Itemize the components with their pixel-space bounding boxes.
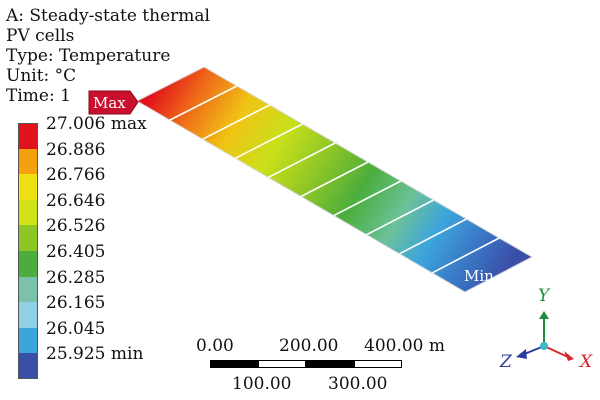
scale-bottom-label-1: 300.00 <box>328 374 388 394</box>
cell-divider <box>169 85 238 121</box>
x-axis-label: X <box>578 352 593 372</box>
legend-label: 26.646 <box>46 190 106 211</box>
scale-top-label-0: 0.00 <box>196 336 234 356</box>
triad-origin <box>540 342 548 350</box>
scale-segment-3 <box>306 360 354 368</box>
z-axis-arrow <box>516 349 527 359</box>
legend-label: 26.766 <box>46 165 106 186</box>
analysis-title: A: Steady-state thermal <box>6 6 210 26</box>
legend-entry: 27.006 max <box>18 114 218 149</box>
legend-entry: 26.165 <box>18 293 218 328</box>
legend-swatch <box>18 302 38 328</box>
scale-top-label-2: 400.00 m <box>364 336 446 356</box>
legend-entry: 26.766 <box>18 165 218 200</box>
legend-entry: 26.405 <box>18 242 218 277</box>
result-unit: Unit: °C <box>6 66 77 86</box>
legend-swatch <box>18 353 38 379</box>
cell-divider <box>300 161 369 198</box>
y-axis-label: Y <box>538 286 551 306</box>
legend-label: 27.006 max <box>46 114 147 134</box>
legend-swatch <box>18 123 38 149</box>
cell-divider <box>399 218 467 255</box>
legend-swatch <box>18 251 38 277</box>
scale-segment-1 <box>210 360 258 368</box>
legend-label: 26.405 <box>46 242 106 262</box>
axis-triad[interactable]: Y X Z <box>496 285 600 400</box>
cell-dividers <box>169 85 500 274</box>
cell-divider <box>267 142 336 179</box>
scale-bar: 0.00 200.00 400.00 m 100.00 300.00 <box>196 336 456 396</box>
x-axis-arrow <box>564 351 574 361</box>
legend-entry: 25.925 min <box>18 344 218 379</box>
legend-swatch <box>18 148 38 175</box>
legend-label: 25.925 min <box>46 344 144 365</box>
scale-segment-4 <box>354 360 402 368</box>
legend-label: 26.886 <box>46 139 106 160</box>
min-marker-label: Min <box>464 267 494 285</box>
result-info: A: Steady-state thermal PV cells Type: T… <box>6 6 210 106</box>
scale-top-label-1: 200.00 <box>279 336 339 356</box>
cell-divider <box>202 104 270 140</box>
legend-swatch <box>18 174 38 200</box>
x-axis-line <box>543 345 569 358</box>
body-name: PV cells <box>6 26 75 46</box>
legend-swatch <box>18 225 38 251</box>
scale-bottom-label-0: 100.00 <box>232 374 292 394</box>
legend-swatch <box>18 199 38 226</box>
legend-swatch <box>18 327 38 354</box>
cell-divider <box>235 123 303 160</box>
legend-swatch <box>18 276 38 303</box>
cell-divider <box>431 237 500 274</box>
legend-label: 26.526 <box>46 216 106 237</box>
cell-divider <box>366 199 434 236</box>
result-time: Time: 1 <box>6 86 71 106</box>
legend-label: 26.165 <box>46 293 106 314</box>
legend-entry: 26.045 <box>18 319 218 354</box>
legend-label: 26.285 <box>46 267 106 288</box>
legend-entry: 26.526 <box>18 216 218 251</box>
cell-divider <box>333 180 402 217</box>
max-marker-label: Max <box>93 94 126 112</box>
scale-segment-2 <box>258 360 306 368</box>
legend-entry: 26.886 <box>18 140 218 175</box>
min-marker[interactable]: Min <box>460 264 510 288</box>
y-axis-arrow <box>539 311 549 319</box>
legend-entry: 26.646 <box>18 191 218 226</box>
max-marker[interactable]: Max <box>88 90 148 116</box>
result-type: Type: Temperature <box>6 46 171 66</box>
z-axis-label: Z <box>499 352 513 372</box>
legend-label: 26.045 <box>46 318 106 339</box>
legend-entry: 26.285 <box>18 268 218 303</box>
